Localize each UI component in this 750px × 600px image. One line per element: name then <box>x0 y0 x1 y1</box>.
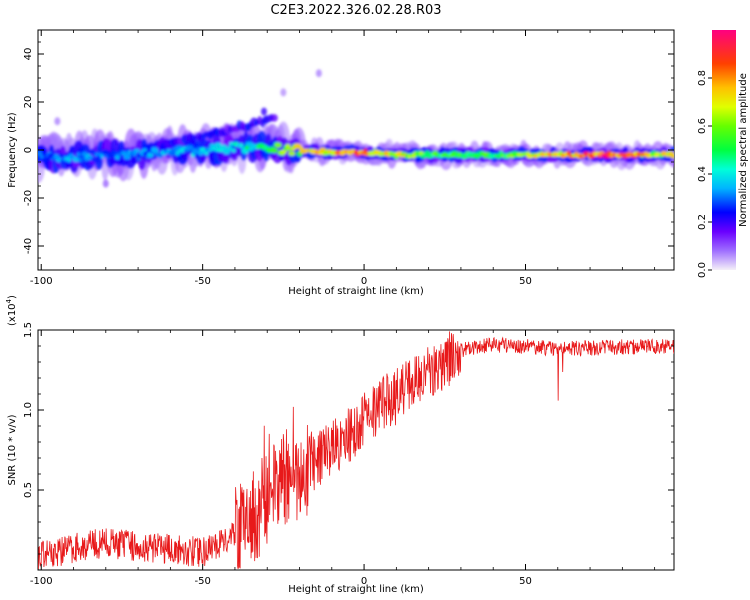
spectrogram-core <box>241 148 249 154</box>
spectrogram-y-tick-label: 0 <box>23 147 34 153</box>
spectrogram-harmonic <box>270 114 278 122</box>
snr-y-tick-label: 1.0 <box>23 402 34 418</box>
snr-y-label: SNR (10 * v/v) <box>7 414 18 485</box>
snr-y-tick-label: 0.5 <box>23 482 34 498</box>
spectrogram-x-tick-label: -100 <box>30 276 53 287</box>
colorbar-tick-label: 0.4 <box>697 166 708 182</box>
spectrogram-y-tick-label: 40 <box>23 48 34 61</box>
spectrogram-speck <box>260 107 267 116</box>
spectrogram-core <box>123 154 131 160</box>
spectrogram-core <box>91 157 98 162</box>
spectrogram-y-tick-label: 20 <box>23 96 34 109</box>
spectrogram-image <box>38 69 674 188</box>
snr-y-tick-label: 1.5 <box>23 322 34 338</box>
colorbar-ticks: 0.0 0.2 0.4 0.6 0.8 <box>697 70 712 278</box>
spectrogram-core <box>102 149 110 155</box>
spectrogram-core <box>281 149 287 154</box>
snr-x-tick-label: 50 <box>519 576 532 587</box>
spectrogram-core <box>146 152 154 158</box>
spectrogram-x-tick-label: -50 <box>194 276 210 287</box>
spectrogram-core <box>285 143 291 149</box>
spectrogram-blobs <box>38 69 674 188</box>
spectrogram-speck <box>54 117 61 126</box>
spectrogram-panel: -100 -50 0 50 -40 -20 0 20 40 Height of straigh… <box>7 29 675 297</box>
snr-x-tick-label: -100 <box>30 576 53 587</box>
spectrogram-x-ticks: -100 -50 0 50 <box>30 29 674 287</box>
spectrogram-core <box>293 143 302 149</box>
snr-x-tick-label: 0 <box>361 576 367 587</box>
spectrogram-y-ticks: -40 -20 0 20 40 <box>23 48 674 254</box>
spectrogram-y-tick-label: -20 <box>23 190 34 206</box>
snr-x-label: Height of straight line (km) <box>288 584 424 595</box>
spectrogram-y-label: Frequency (Hz) <box>7 112 18 188</box>
snr-series-line <box>38 331 674 570</box>
spectrogram-core <box>78 157 83 163</box>
spectrogram-core <box>274 142 282 148</box>
chart-title: C2E3.2022.326.02.28.R03 <box>270 3 441 18</box>
spectrogram-y-tick-label: -40 <box>23 238 34 254</box>
spectrogram-speck <box>280 88 287 97</box>
snr-panel: -100 -50 0 50 0.5 1.0 1.5 Height of straight … <box>5 295 675 595</box>
spectrogram-speck <box>315 69 322 78</box>
snr-y-multiplier: (x104) <box>5 295 18 326</box>
spectrogram-core <box>99 153 104 159</box>
spectrogram-x-tick-label: 0 <box>361 276 367 287</box>
spectrogram-core <box>43 157 48 162</box>
colorbar-tick-label: 0.0 <box>697 262 708 278</box>
colorbar: 0.0 0.2 0.4 0.6 0.8 Normalized spectral ampl… <box>697 30 749 278</box>
spectrogram-core <box>38 150 43 157</box>
spectrogram-core <box>288 151 296 156</box>
spectrogram-core <box>270 147 278 154</box>
spectrogram-core <box>227 145 233 152</box>
spectrogram-core <box>214 142 222 148</box>
spectrogram-core <box>231 148 236 153</box>
spectrogram-core <box>228 141 235 146</box>
snr-x-tick-label: -50 <box>194 576 210 587</box>
snr-x-ticks: -100 -50 0 50 <box>30 330 674 587</box>
spectrogram-core <box>153 147 159 154</box>
colorbar-tick-label: 0.6 <box>697 118 708 134</box>
colorbar-label: Normalized spectral amplitude <box>738 73 749 227</box>
spectrogram-x-label: Height of straight line (km) <box>288 286 424 297</box>
colorbar-tick-label: 0.2 <box>697 214 708 230</box>
spectrogram-core <box>188 145 194 151</box>
spectrogram-x-tick-label: 50 <box>519 276 532 287</box>
spectrogram-core <box>669 153 674 159</box>
snr-y-ticks: 0.5 1.0 1.5 <box>23 322 674 498</box>
colorbar-tick-label: 0.8 <box>697 70 708 86</box>
spectrogram-core <box>81 151 88 156</box>
spectrogram-core <box>167 150 176 157</box>
spectrogram-speck <box>102 179 109 188</box>
spectrogram-core <box>58 153 64 157</box>
spectrogram-core <box>133 148 141 153</box>
colorbar-gradient <box>712 30 736 270</box>
